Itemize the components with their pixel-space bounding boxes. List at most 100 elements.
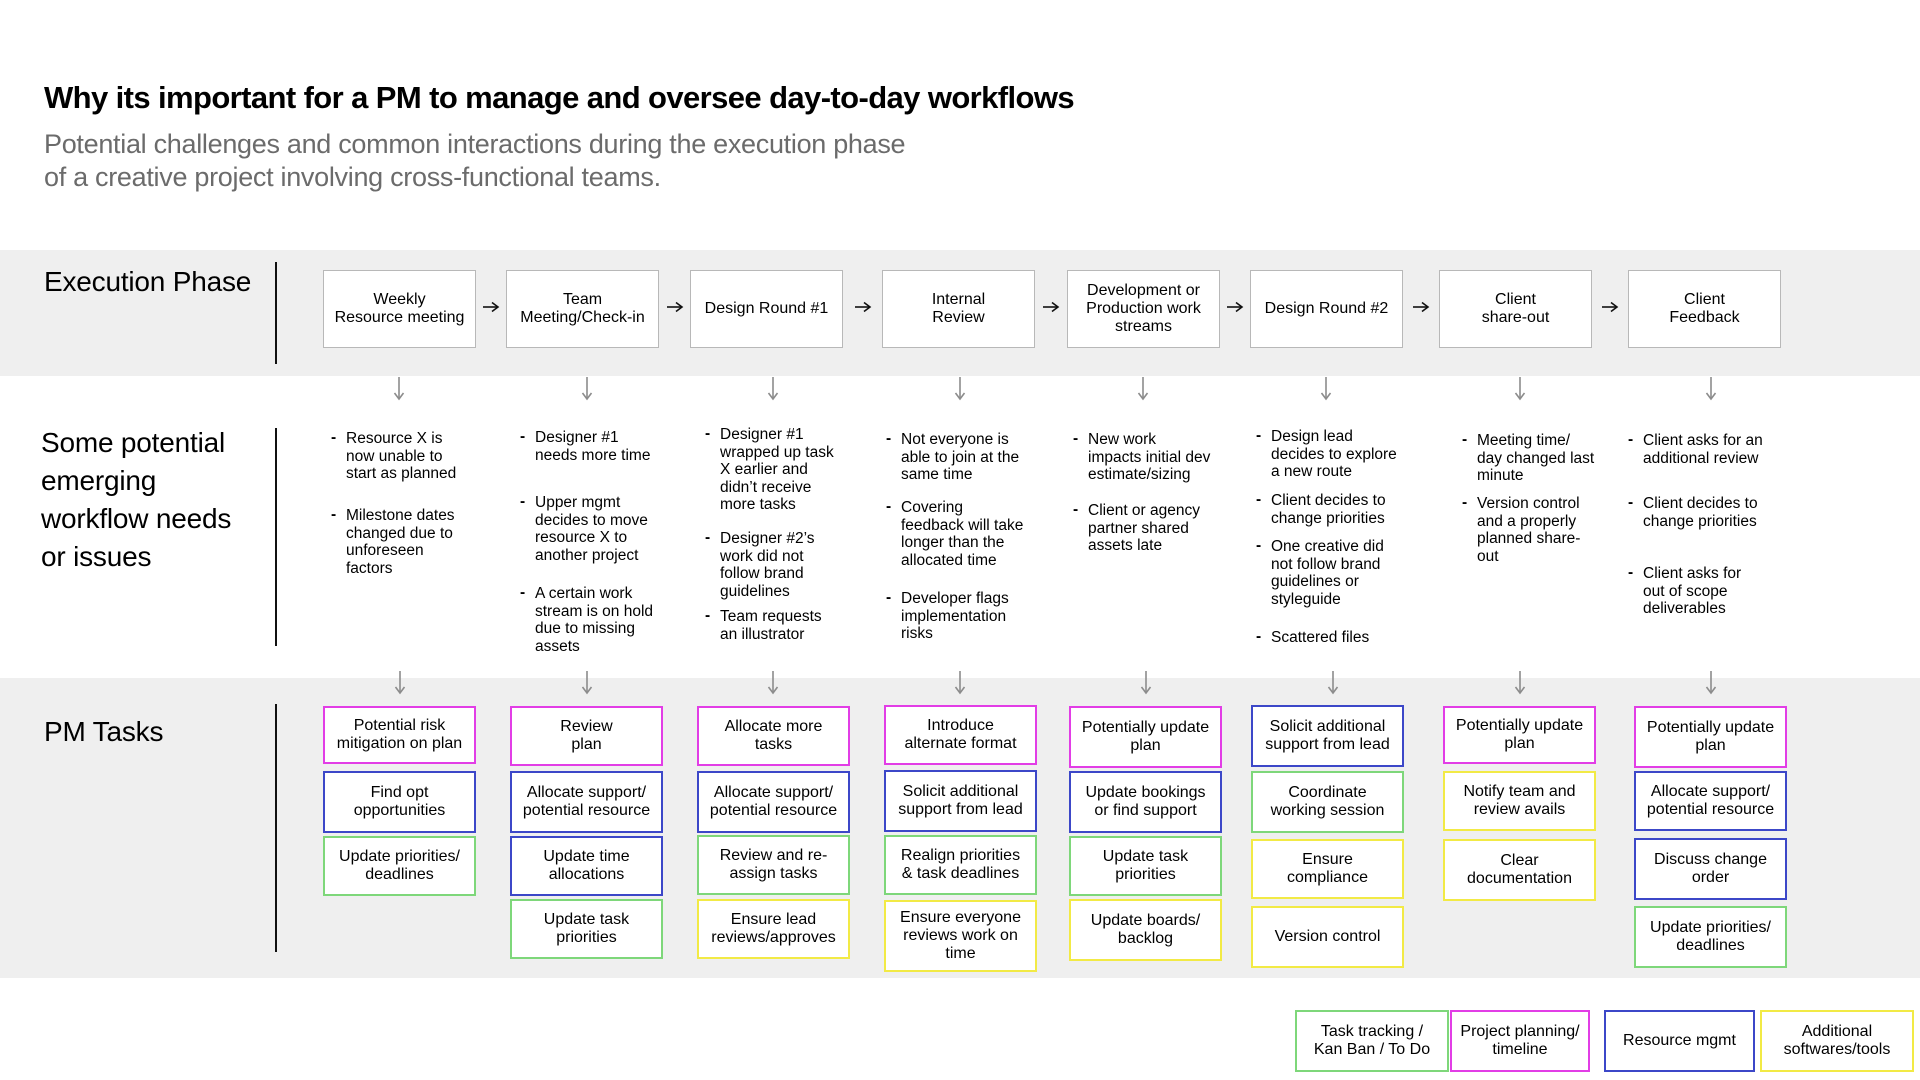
task-text: Version control: [1275, 928, 1381, 946]
task-text: Potential risk mitigation on plan: [337, 717, 462, 753]
down-arrow-icon: [1705, 377, 1717, 401]
down-arrow-icon: [1705, 671, 1717, 695]
stage-text: Weekly Resource meeting: [335, 291, 465, 327]
issue-line: guidelines or: [1271, 573, 1359, 590]
task-line: Update task: [543, 911, 630, 928]
down-arrow-icon: [393, 377, 405, 401]
subtitle-line: of a creative project involving cross-fu…: [44, 162, 661, 192]
issue-line: Meeting time/: [1477, 432, 1571, 449]
task-line: priorities: [556, 929, 617, 946]
stage-text: Internal Review: [932, 291, 985, 327]
legend-text: Project planning/timeline: [1460, 1023, 1579, 1059]
down-arrow-icon: [1137, 377, 1149, 401]
issue-line: assets: [535, 637, 580, 655]
execution-phase-label: Execution Phase: [44, 266, 252, 297]
issue-line: longer than the: [901, 534, 1005, 551]
task-line: Allocate support/: [526, 784, 647, 801]
task-line: Update task: [1102, 848, 1189, 865]
legend-text: Task tracking / Kan Ban / To Do: [1314, 1023, 1430, 1059]
stage-text: Design Round #2: [1265, 300, 1389, 318]
page-subtitle: Potential challenges and common interact…: [44, 128, 944, 194]
issue-line: allocated time: [901, 551, 997, 569]
issue-line: same time: [901, 466, 973, 483]
stage-text: Development or Production work streams: [1086, 282, 1201, 336]
task-text: Solicit additional support from lead: [898, 783, 1023, 819]
down-arrow-icon: [1140, 671, 1152, 695]
task-line: plan: [1504, 735, 1535, 752]
task-text: Review plan: [560, 718, 612, 754]
flow-arrow-icon: [1043, 301, 1060, 313]
issue-text: Scattered files: [1271, 629, 1415, 647]
task-line: Potential risk: [353, 717, 446, 734]
task-line: Clear: [1500, 852, 1539, 869]
down-arrow-icon: [1327, 671, 1339, 695]
task-text: Ensure lead reviews/approves: [711, 911, 836, 947]
issue-line: Not everyone is: [901, 431, 1009, 448]
stage-line: Weekly: [373, 291, 426, 308]
task-line: compliance: [1287, 869, 1368, 886]
task-line: potential resource: [1646, 801, 1775, 818]
separator-line: [275, 262, 277, 364]
task-line: opportunities: [353, 802, 446, 819]
issue-line: Client or agency: [1088, 502, 1201, 519]
legend-line: Resource mgmt: [1623, 1032, 1736, 1049]
task-line: Update priorities/: [1650, 919, 1771, 936]
pm-tasks-label: PM Tasks: [44, 716, 164, 747]
task-card-tools: Ensure lead reviews/approves: [697, 899, 850, 959]
legend-line: softwares/tools: [1783, 1041, 1891, 1058]
issue-line: change priorities: [1271, 509, 1385, 527]
stage-line: Production work: [1086, 300, 1201, 317]
issue-line: another project: [535, 546, 639, 564]
issues-label-line: emerging: [41, 465, 157, 496]
task-line: plan: [1695, 737, 1726, 754]
task-line: Solicit additional: [1269, 718, 1386, 735]
issue-line: Client decides to: [1643, 495, 1758, 512]
issue-line: minute: [1477, 467, 1524, 484]
task-line: Review: [560, 718, 613, 735]
task-text: Update priorities/deadlines: [1650, 919, 1771, 955]
issue-line: Client decides to: [1271, 492, 1386, 509]
task-card-tracking: Update task priorities: [1069, 836, 1222, 896]
down-arrow-icon: [954, 671, 966, 695]
issue-line: out of scope: [1643, 582, 1728, 600]
issue-line: New work: [1088, 431, 1157, 448]
issue-line: A certain work: [535, 585, 633, 602]
task-line: alternate format: [904, 735, 1017, 752]
task-card-planning: Potentially update plan: [1069, 706, 1222, 768]
task-card-tracking: Update priorities/deadlines: [323, 836, 476, 896]
task-line: Review and re-: [719, 847, 828, 864]
issue-line: stream is on hold: [535, 602, 654, 620]
task-line: Allocate support/: [1650, 783, 1771, 800]
issue-line: not follow brand: [1271, 555, 1381, 573]
task-text: Notify team and review avails: [1463, 783, 1575, 819]
flow-arrow-icon: [1227, 301, 1244, 313]
issue-line: Team requests: [720, 608, 822, 625]
task-card-planning: Allocate more tasks: [697, 706, 850, 766]
issue-line: and a properly: [1477, 512, 1577, 530]
legend-text: Additional softwares/tools: [1784, 1023, 1891, 1059]
issue-line: wrapped up task: [720, 443, 834, 461]
issue-line: due to missing: [535, 620, 635, 637]
stage-line: Development or: [1087, 282, 1200, 299]
task-card-tracking: Coordinate working session: [1251, 771, 1404, 833]
task-card-tracking: Review and re-assign tasks: [697, 835, 850, 895]
issue-line: now unable to: [346, 447, 443, 465]
issue-line: implementation: [901, 607, 1007, 625]
task-text: Realign priorities & task deadlines: [901, 847, 1020, 883]
issue-line: work did not: [720, 547, 804, 565]
issue-line: didn’t receive: [720, 478, 812, 496]
